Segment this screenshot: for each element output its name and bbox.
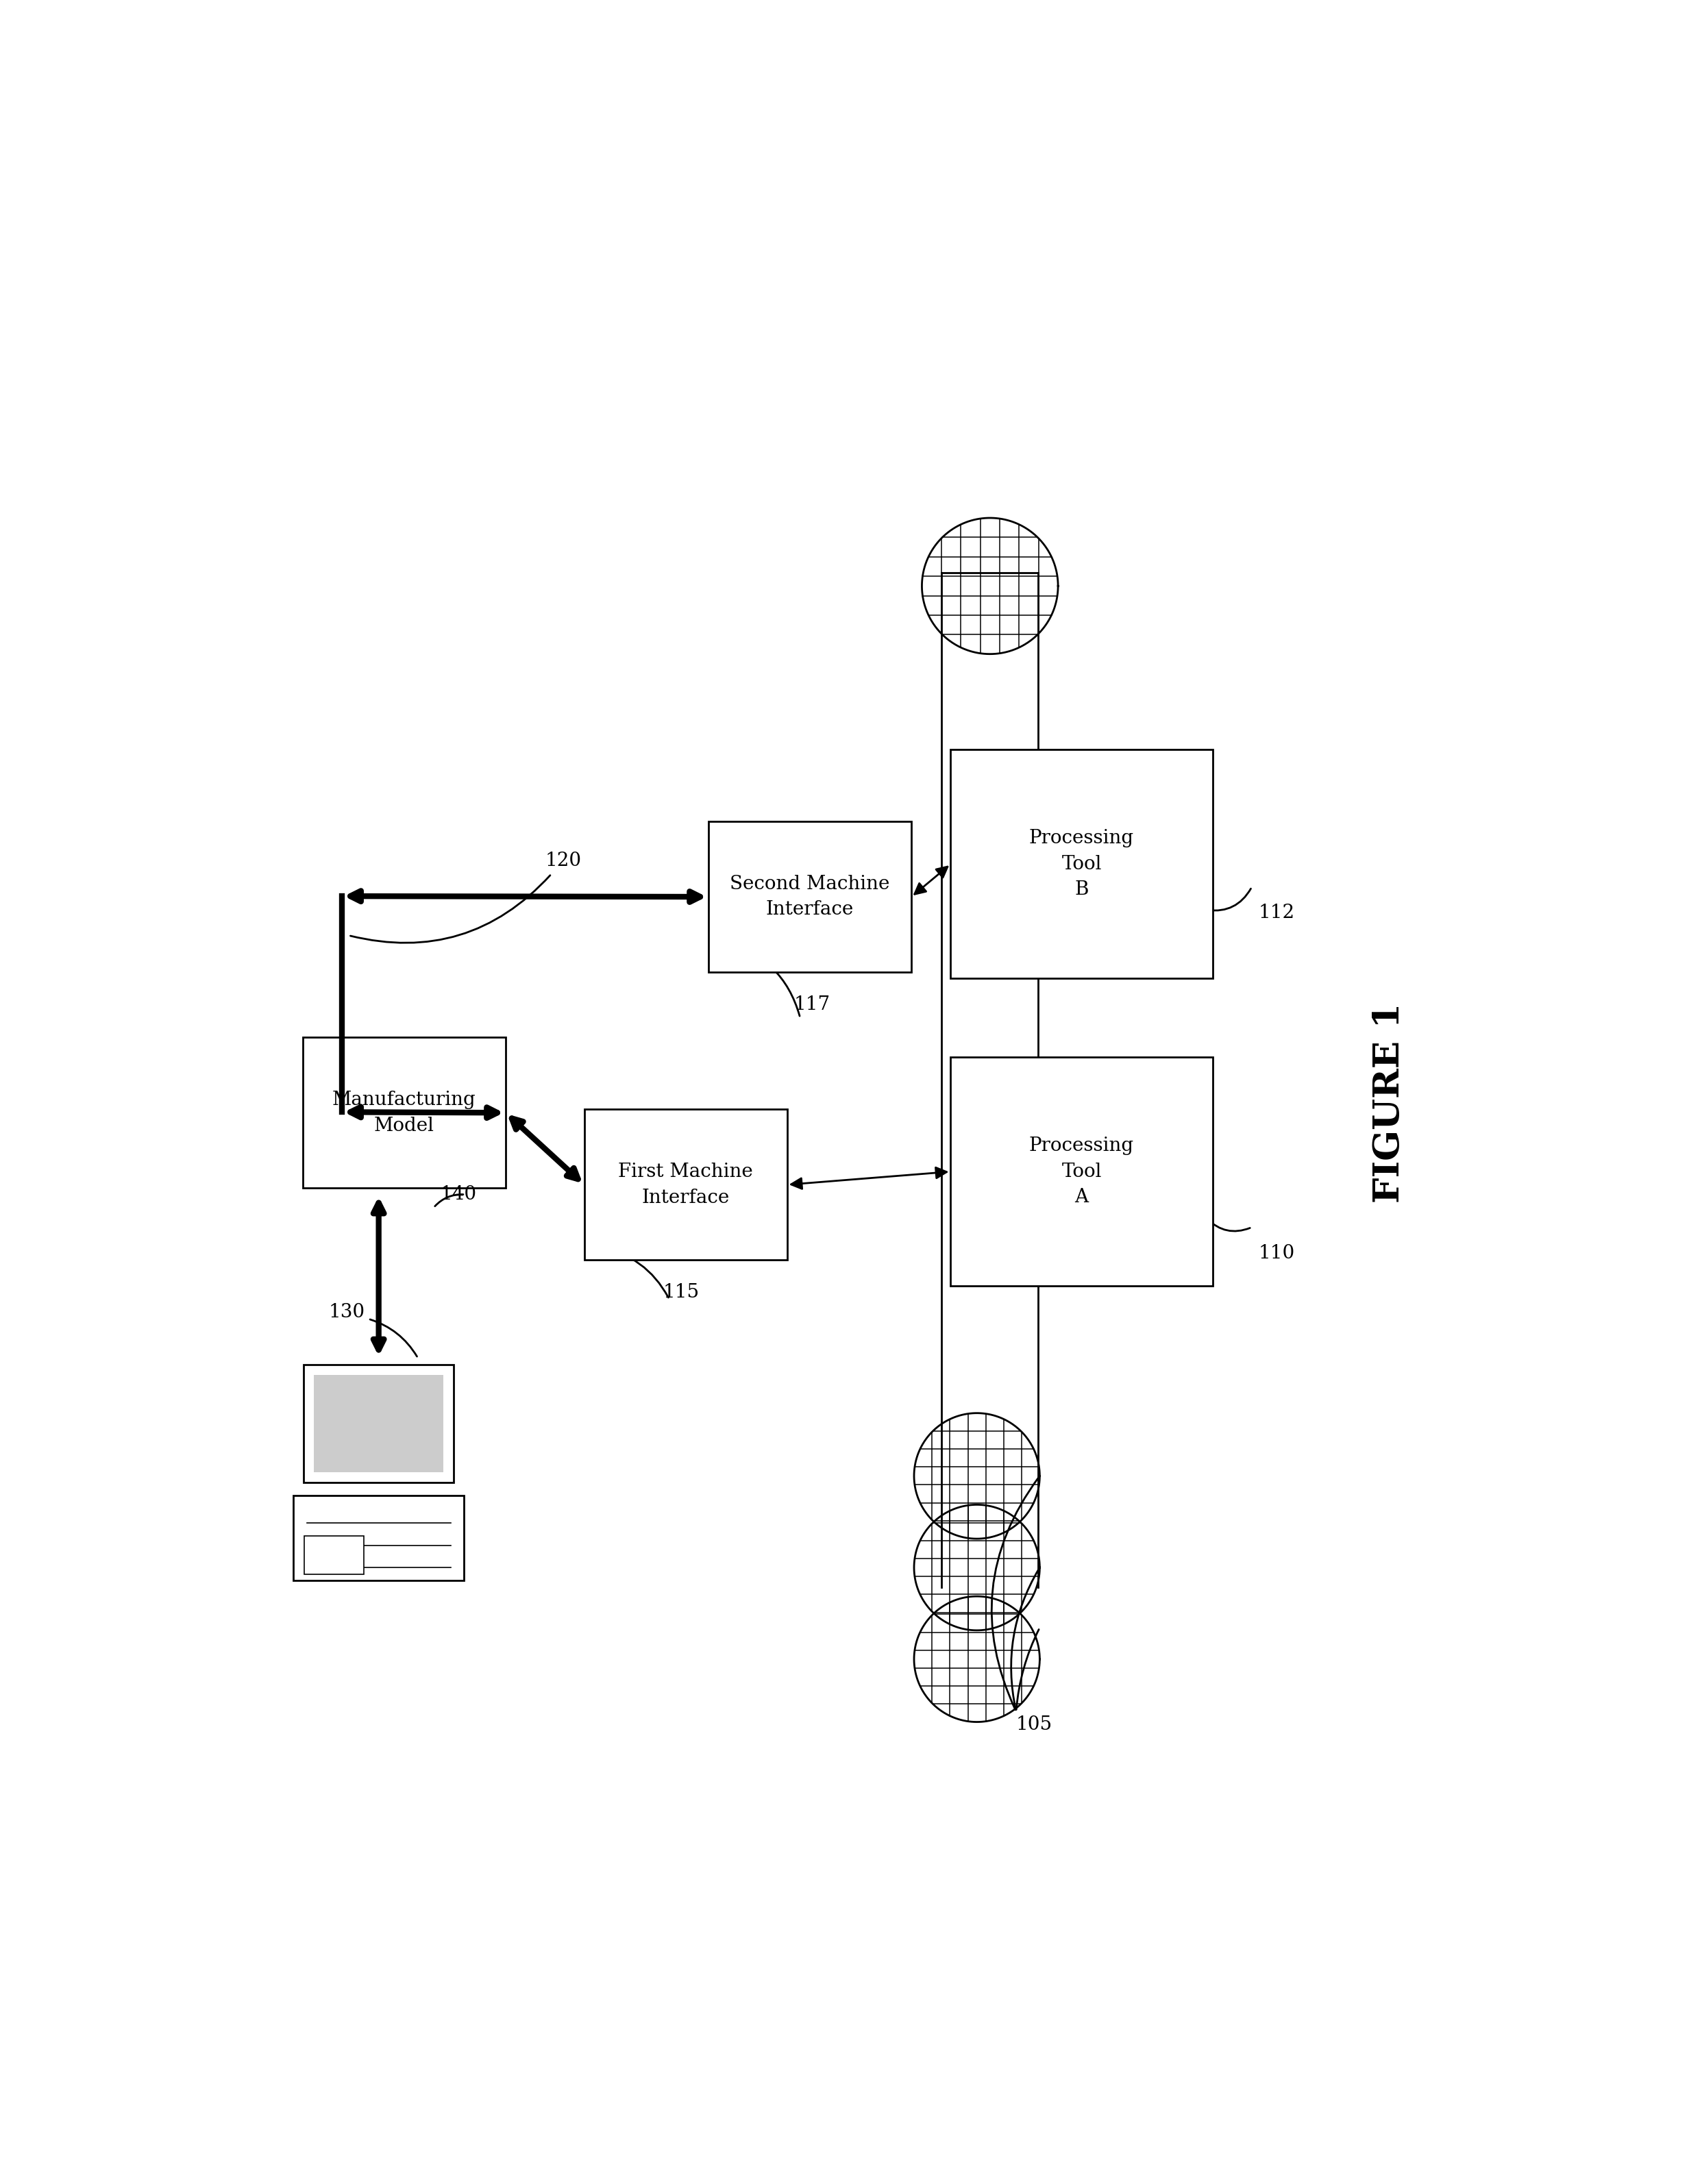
Text: 120: 120 <box>546 852 581 869</box>
FancyBboxPatch shape <box>951 1057 1213 1286</box>
FancyBboxPatch shape <box>951 749 1213 978</box>
Text: 115: 115 <box>662 1284 699 1302</box>
Text: 105: 105 <box>1017 1714 1052 1734</box>
Text: 130: 130 <box>329 1304 365 1321</box>
Text: 117: 117 <box>794 996 829 1013</box>
Text: FIGURE 1: FIGURE 1 <box>1371 1002 1407 1203</box>
Text: Processing
Tool
B: Processing Tool B <box>1029 830 1133 900</box>
Text: Processing
Tool
A: Processing Tool A <box>1029 1136 1133 1206</box>
FancyBboxPatch shape <box>302 1037 505 1188</box>
Text: 112: 112 <box>1258 904 1295 922</box>
FancyBboxPatch shape <box>709 821 912 972</box>
FancyBboxPatch shape <box>304 1365 454 1483</box>
FancyBboxPatch shape <box>584 1109 787 1260</box>
FancyBboxPatch shape <box>304 1535 363 1575</box>
Text: First Machine
Interface: First Machine Interface <box>618 1162 753 1208</box>
FancyBboxPatch shape <box>294 1496 464 1581</box>
Text: Second Machine
Interface: Second Machine Interface <box>730 876 890 919</box>
Text: 110: 110 <box>1258 1245 1295 1262</box>
Text: 140: 140 <box>441 1186 476 1203</box>
FancyBboxPatch shape <box>314 1376 444 1472</box>
Text: Manufacturing
Model: Manufacturing Model <box>333 1090 476 1136</box>
